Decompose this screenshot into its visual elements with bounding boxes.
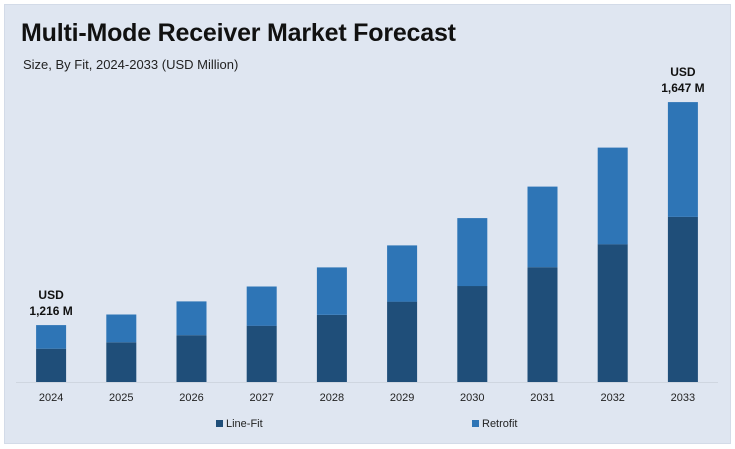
legend-label-retrofit: Retrofit [482,418,517,430]
chart-title: Multi-Mode Receiver Market Forecast [21,19,456,47]
legend: Line-Fit Retrofit [216,418,517,430]
bar-line-fit-2033 [667,216,698,382]
x-tick-label-2025: 2025 [109,392,133,404]
bar-retrofit-2031 [527,186,558,268]
x-axis-ticks: 2024 2025 2026 2027 2028 2029 2030 2031 2032 2033 [39,392,695,404]
bar-line-fit-2032 [597,244,628,382]
x-tick-label-2029: 2029 [390,392,414,404]
legend-swatch-line-fit [216,420,223,427]
bar-retrofit-2033 [667,102,698,217]
bar-retrofit-2028 [316,267,347,315]
bar-line-fit-2030 [457,286,488,382]
bars-group [36,102,698,382]
x-tick-label-2024: 2024 [39,392,63,404]
legend-swatch-retrofit [472,420,479,427]
bar-retrofit-2030 [457,218,488,287]
x-tick-label-2027: 2027 [249,392,273,404]
chart-subtitle: Size, By Fit, 2024-2033 (USD Million) [23,57,239,72]
x-tick-label-2028: 2028 [320,392,344,404]
bar-retrofit-2032 [597,147,628,245]
legend-label-line-fit: Line-Fit [226,418,263,430]
bar-line-fit-2025 [106,342,137,382]
bar-retrofit-2027 [246,286,277,326]
bar-retrofit-2025 [106,314,137,343]
x-tick-label-2032: 2032 [600,392,624,404]
bar-line-fit-2027 [246,325,277,382]
bar-line-fit-2031 [527,267,558,382]
x-tick-label-2033: 2033 [671,392,695,404]
annotation-value-2033: 1,647 M [661,81,704,95]
bar-retrofit-2029 [387,245,418,302]
x-tick-label-2031: 2031 [530,392,554,404]
bar-line-fit-2029 [387,301,418,382]
annotation-currency-2024: USD [38,288,64,302]
bar-line-fit-2024 [36,348,67,382]
bar-line-fit-2028 [316,315,347,382]
bar-retrofit-2026 [176,301,207,336]
bar-line-fit-2026 [176,335,207,382]
x-tick-label-2030: 2030 [460,392,484,404]
annotation-currency-2033: USD [670,65,696,79]
annotation-value-2024: 1,216 M [29,304,72,318]
annotations: USD 1,216 M USD 1,647 M [29,65,704,318]
x-tick-label-2026: 2026 [179,392,203,404]
bar-retrofit-2024 [36,325,67,349]
